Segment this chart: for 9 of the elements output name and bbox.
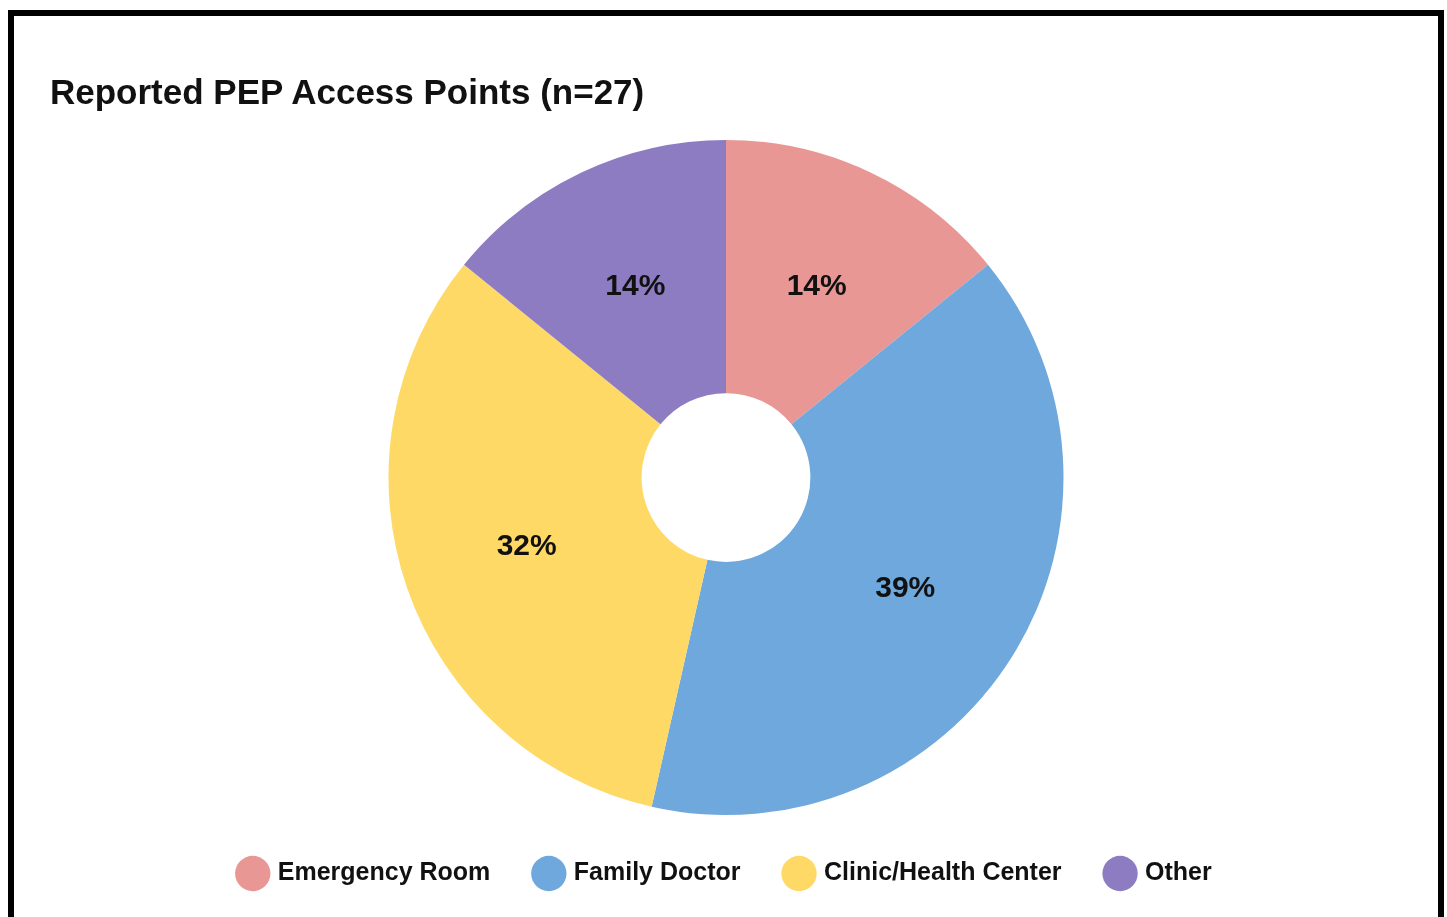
legend-label: Emergency Room (277, 857, 491, 886)
data-label: 14% (786, 268, 847, 302)
data-label: 14% (605, 268, 666, 302)
data-label: 39% (875, 569, 936, 603)
legend-label: Other (1145, 857, 1213, 886)
data-label: 32% (496, 527, 557, 561)
legend-label: Clinic/Health Center (824, 857, 1062, 886)
legend-label: Family Doctor (573, 857, 741, 886)
chart-title: Reported PEP Access Points (n=27) (50, 72, 645, 112)
